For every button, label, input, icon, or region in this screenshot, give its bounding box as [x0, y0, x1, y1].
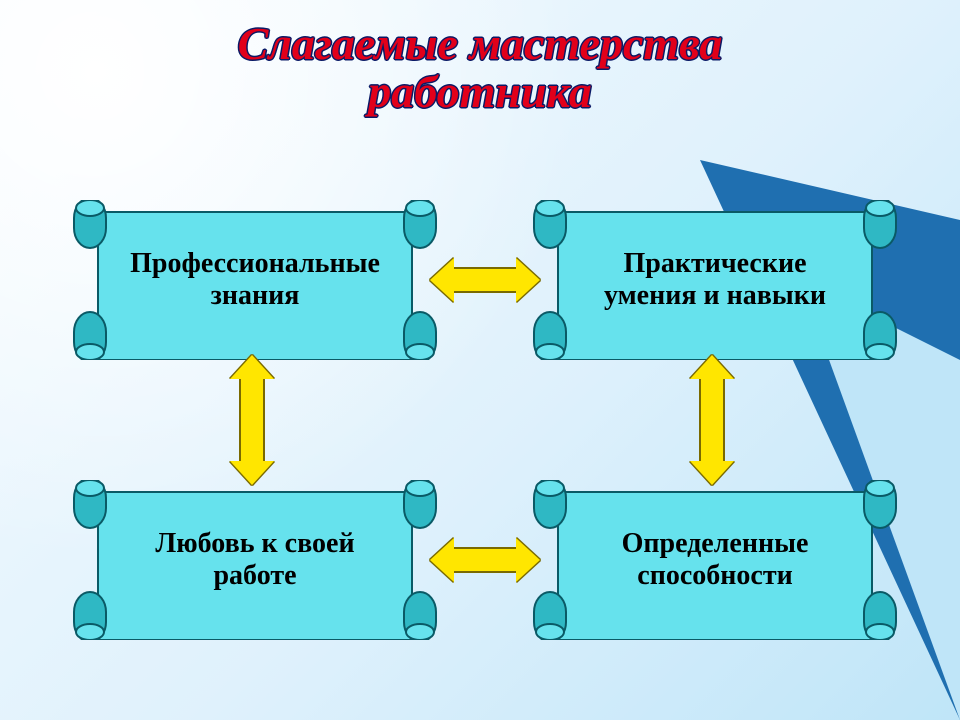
box-label: Профессиональные знания	[130, 248, 380, 312]
box-practical-skills: Практические умения и навыки	[530, 200, 900, 360]
arrow-vertical-right	[690, 355, 734, 485]
title-line-1: Слагаемые мастерства	[0, 20, 960, 68]
box-label: Любовь к своей работе	[155, 528, 354, 592]
box-certain-abilities: Определенные способности	[530, 480, 900, 640]
arrow-horizontal-top	[430, 258, 540, 302]
box-label: Практические умения и навыки	[604, 248, 826, 312]
slide-title: Слагаемые мастерства работника	[0, 20, 960, 117]
slide-stage: Слагаемые мастерства работника Профессио…	[0, 0, 960, 720]
box-label: Определенные способности	[622, 528, 809, 592]
arrow-horizontal-bottom	[430, 538, 540, 582]
arrow-vertical-left	[230, 355, 274, 485]
box-professional-knowledge: Профессиональные знания	[70, 200, 440, 360]
title-line-2: работника	[0, 68, 960, 116]
box-love-for-work: Любовь к своей работе	[70, 480, 440, 640]
